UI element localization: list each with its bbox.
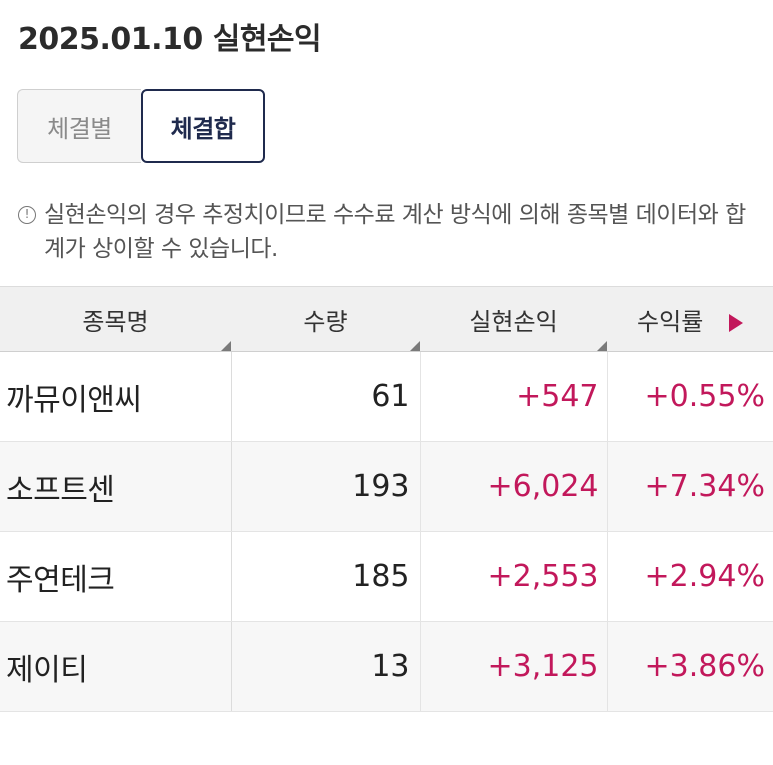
sort-corner-icon bbox=[597, 341, 607, 351]
table-row[interactable]: 제이티 13 +3,125 +3.86% bbox=[0, 621, 773, 712]
header-rate[interactable]: 수익률 bbox=[607, 286, 773, 352]
table-row[interactable]: 까뮤이앤씨 61 +547 +0.55% bbox=[0, 351, 773, 442]
quantity: 61 bbox=[231, 351, 421, 442]
return-rate: +7.34% bbox=[607, 441, 773, 532]
notice: ! 실현손익의 경우 추정치이므로 수수료 계산 방식에 의해 종목별 데이터와… bbox=[18, 198, 763, 266]
return-rate: +2.94% bbox=[607, 531, 773, 622]
return-rate: +0.55% bbox=[607, 351, 773, 442]
realized-pnl: +547 bbox=[420, 351, 608, 442]
pnl-table: 종목명 수량 실현손익 수익률 까뮤이앤씨 61 +547 +0.55% bbox=[0, 286, 773, 712]
header-name[interactable]: 종목명 bbox=[0, 286, 231, 352]
tab-by-execution[interactable]: 체결별 bbox=[17, 89, 141, 163]
header-qty-label: 수량 bbox=[303, 307, 348, 336]
sort-corner-icon bbox=[410, 341, 420, 351]
page-title: 2025.01.10 실현손익 bbox=[18, 22, 322, 57]
tab-execution-sum[interactable]: 체결합 bbox=[141, 89, 265, 163]
table-row[interactable]: 주연테크 185 +2,553 +2.94% bbox=[0, 531, 773, 622]
scroll-right-arrow-icon[interactable] bbox=[728, 313, 743, 332]
sort-corner-icon bbox=[221, 341, 231, 351]
header-pnl[interactable]: 실현손익 bbox=[420, 286, 607, 352]
quantity: 185 bbox=[231, 531, 421, 622]
header-pnl-label: 실현손익 bbox=[469, 307, 558, 336]
return-rate: +3.86% bbox=[607, 621, 773, 712]
stock-name: 주연테크 bbox=[0, 531, 232, 622]
view-tabs: 체결별 체결합 bbox=[17, 89, 265, 163]
realized-pnl: +3,125 bbox=[420, 621, 608, 712]
stock-name: 까뮤이앤씨 bbox=[0, 351, 232, 442]
realized-pnl: +6,024 bbox=[420, 441, 608, 532]
notice-text: 실현손익의 경우 추정치이므로 수수료 계산 방식에 의해 종목별 데이터와 합… bbox=[44, 202, 746, 262]
realized-pnl: +2,553 bbox=[420, 531, 608, 622]
table-row[interactable]: 소프트센 193 +6,024 +7.34% bbox=[0, 441, 773, 532]
header-qty[interactable]: 수량 bbox=[231, 286, 420, 352]
quantity: 13 bbox=[231, 621, 421, 712]
stock-name: 소프트센 bbox=[0, 441, 232, 532]
header-rate-label: 수익률 bbox=[637, 307, 704, 336]
stock-name: 제이티 bbox=[0, 621, 232, 712]
info-circle-icon: ! bbox=[18, 206, 36, 224]
header-name-label: 종목명 bbox=[82, 307, 149, 336]
quantity: 193 bbox=[231, 441, 421, 532]
table-header-row: 종목명 수량 실현손익 수익률 bbox=[0, 286, 773, 352]
